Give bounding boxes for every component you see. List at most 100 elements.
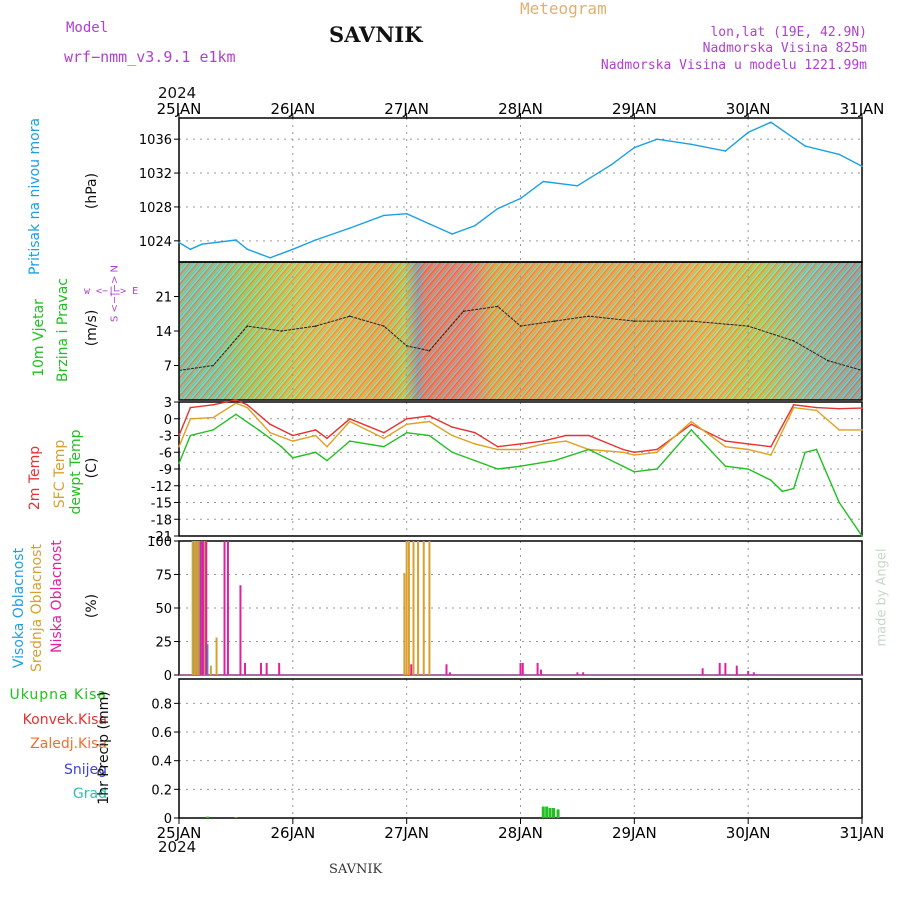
data-point xyxy=(474,431,476,434)
data-point xyxy=(770,479,772,481)
data-point xyxy=(724,465,727,468)
data-point xyxy=(861,429,863,431)
data-point xyxy=(838,501,841,504)
data-point xyxy=(200,243,203,246)
x-tick-label-top: 29JAN xyxy=(612,100,657,118)
data-point xyxy=(815,406,818,409)
data-point xyxy=(633,451,636,454)
y-tick-label: 25 xyxy=(155,636,172,651)
data-point xyxy=(622,451,624,454)
data-point xyxy=(326,437,328,440)
data-point xyxy=(246,406,249,409)
data-point xyxy=(269,423,271,426)
x-tick-label-bottom: 31JAN xyxy=(840,824,885,842)
data-point xyxy=(451,426,454,428)
panel-frame-precip xyxy=(178,678,863,819)
data-point xyxy=(838,407,841,410)
data-point xyxy=(246,248,249,251)
data-point xyxy=(770,121,772,124)
y-tick-label: 1032 xyxy=(139,167,172,182)
data-point xyxy=(656,451,658,454)
data-point xyxy=(724,150,727,152)
footer-title: SAVNIK xyxy=(329,862,383,877)
data-point xyxy=(496,305,499,308)
data-point xyxy=(405,423,408,426)
data-point xyxy=(383,445,385,448)
year-label-bottom: 2024 xyxy=(158,838,197,856)
x-tick-label-bottom: 28JAN xyxy=(498,824,543,842)
page-subtitle: Meteogram xyxy=(520,0,607,18)
data-point xyxy=(348,315,351,318)
precip-legend-total: Ukupna Kisa xyxy=(9,687,107,703)
data-point xyxy=(314,429,317,431)
data-point xyxy=(770,445,772,448)
precip-legend-convective: Konvek.Kisa xyxy=(22,712,107,728)
y-tick-label: 0 xyxy=(164,413,172,428)
y-tick-label: -3 xyxy=(159,430,172,445)
x-tick-label-top: 26JAN xyxy=(270,100,315,118)
data-point xyxy=(189,248,192,251)
data-point xyxy=(269,431,271,434)
data-point xyxy=(519,197,522,200)
data-point xyxy=(747,325,749,327)
data-point xyxy=(792,340,795,342)
x-tick-label-bottom: 26JAN xyxy=(270,824,315,842)
data-point xyxy=(690,429,693,431)
data-point xyxy=(348,420,351,423)
data-point xyxy=(235,402,237,404)
data-point xyxy=(428,349,431,352)
data-point xyxy=(451,233,454,235)
data-point xyxy=(212,364,214,367)
data-point xyxy=(633,470,636,473)
y-tick-label: -6 xyxy=(159,446,172,461)
data-point xyxy=(383,325,385,327)
y-tick-label: -9 xyxy=(159,463,172,478)
data-point xyxy=(383,431,385,434)
elevation-text: Nadmorska Visina 825m xyxy=(702,41,867,56)
data-point xyxy=(405,417,408,420)
model-elevation-text: Nadmorska Visina u modelu 1221.99m xyxy=(600,58,867,73)
x-tick-label-top: 28JAN xyxy=(498,100,543,118)
data-point xyxy=(690,423,693,426)
data-point xyxy=(474,459,476,462)
y-tick-label: 1028 xyxy=(139,201,172,216)
data-point xyxy=(622,465,624,468)
y-tick-label: 0 xyxy=(164,812,172,827)
wind-compass: w <−|−> E xyxy=(84,286,139,297)
data-point xyxy=(348,417,351,420)
data-point xyxy=(553,459,556,462)
data-point xyxy=(405,212,408,215)
data-point xyxy=(451,451,454,454)
data-point xyxy=(405,344,408,347)
data-point xyxy=(690,320,693,322)
data-point xyxy=(292,457,294,459)
data-point xyxy=(576,184,579,187)
series-line-10m-vjetar xyxy=(178,305,863,371)
y-tick-label: -15 xyxy=(151,497,172,512)
data-point xyxy=(212,416,214,419)
data-point xyxy=(428,434,431,437)
data-point xyxy=(212,403,214,406)
data-point xyxy=(861,535,863,537)
data-point xyxy=(428,415,431,417)
data-point xyxy=(178,241,180,244)
data-point xyxy=(781,490,784,493)
data-point xyxy=(565,440,567,442)
data-point xyxy=(235,413,237,416)
data-point xyxy=(588,448,590,451)
data-point xyxy=(724,445,727,448)
precip-legend-hail: Grad xyxy=(72,786,107,802)
x-tick-label-bottom: 30JAN xyxy=(726,824,771,842)
data-point xyxy=(565,434,567,437)
data-point xyxy=(189,434,192,437)
y-tick-label: 0 xyxy=(164,669,172,684)
data-point xyxy=(861,407,863,409)
model-label: Model xyxy=(66,20,109,36)
data-point xyxy=(496,445,499,448)
data-point xyxy=(827,359,829,362)
data-point xyxy=(269,256,271,259)
y-tick-label: 0.6 xyxy=(151,726,172,741)
data-point xyxy=(804,451,806,454)
data-point xyxy=(178,434,180,437)
